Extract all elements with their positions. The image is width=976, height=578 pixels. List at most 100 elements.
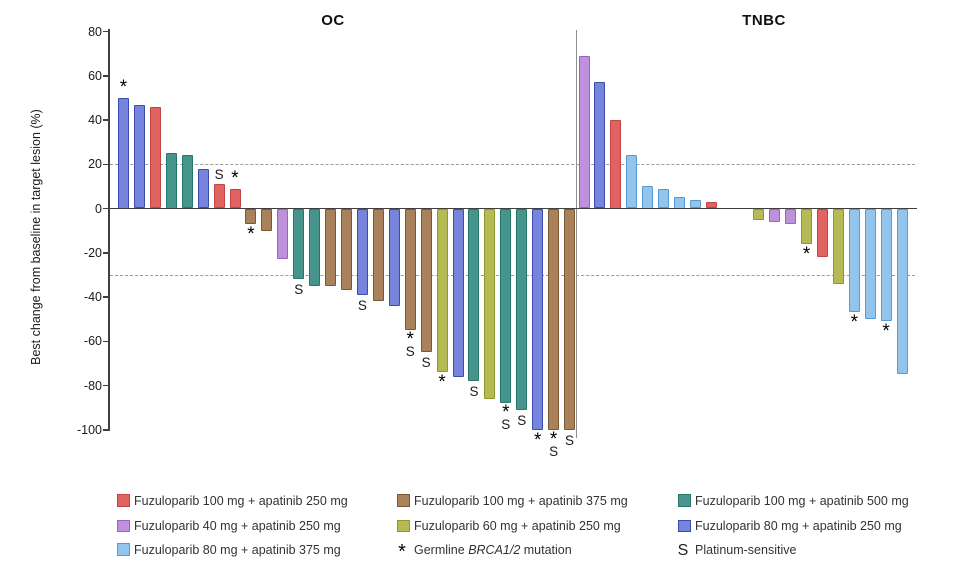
bar xyxy=(229,188,241,209)
bar xyxy=(516,208,528,410)
legend-swatch-fz60_ap250 xyxy=(397,519,410,532)
bar xyxy=(372,208,384,302)
bar xyxy=(118,97,129,209)
bar xyxy=(548,208,560,430)
platinum-marker: S xyxy=(517,412,527,428)
panel-title-tnbc: TNBC xyxy=(742,12,786,29)
platinum-marker: S xyxy=(565,432,575,448)
bar xyxy=(277,208,289,260)
bar xyxy=(452,208,464,377)
platinum-marker: S xyxy=(214,167,224,183)
bar xyxy=(181,155,193,209)
reference-line xyxy=(110,274,915,276)
bar xyxy=(610,120,622,209)
reference-line xyxy=(110,164,915,166)
legend-label-fz100_ap250: Fuzuloparib 100 mg + apatinib 250 mg xyxy=(134,493,348,508)
platinum-marker: S xyxy=(421,355,431,371)
legend-swatch-fz100_ap500 xyxy=(678,494,691,507)
brca-marker: * xyxy=(247,223,255,245)
bar xyxy=(532,208,544,430)
y-tick-mark xyxy=(102,119,109,121)
y-tick-mark xyxy=(102,296,109,298)
legend-label-fz100_ap375: Fuzuloparib 100 mg + apatinib 375 mg xyxy=(414,493,628,508)
bar xyxy=(197,168,209,209)
bar xyxy=(500,208,512,404)
y-tick-label: -80 xyxy=(83,378,102,393)
y-tick-label: -20 xyxy=(83,245,102,260)
legend-label-italic: BRCA1/2 xyxy=(468,542,521,557)
y-tick-mark xyxy=(102,429,109,431)
bar xyxy=(785,208,797,224)
bar xyxy=(309,208,321,286)
brca-marker: * xyxy=(231,167,239,189)
bar xyxy=(564,208,576,430)
brca-marker: * xyxy=(119,76,128,98)
bar xyxy=(149,106,161,209)
y-tick-mark xyxy=(102,384,109,387)
bar xyxy=(880,208,892,322)
legend-label-brca: Germline BRCA1/2 mutation xyxy=(414,542,572,557)
y-tick-mark xyxy=(102,163,109,165)
legend-swatch-fz100_ap250 xyxy=(117,494,130,507)
bar xyxy=(817,208,828,258)
brca-marker: * xyxy=(802,243,811,265)
y-tick-mark xyxy=(102,30,109,33)
zero-line xyxy=(110,207,917,210)
bar xyxy=(356,208,368,295)
bar xyxy=(832,208,844,284)
bar xyxy=(594,82,606,209)
bar xyxy=(165,153,177,209)
bar xyxy=(848,208,860,313)
legend-label-fz40_ap250: Fuzuloparib 40 mg + apatinib 250 mg xyxy=(134,519,341,533)
y-tick-mark xyxy=(102,340,109,342)
platinum-marker: S xyxy=(405,344,415,360)
bar xyxy=(261,208,273,231)
platinum-marker: S xyxy=(469,384,479,400)
bar xyxy=(420,208,432,353)
bar xyxy=(341,208,353,291)
bar xyxy=(658,188,669,209)
bar xyxy=(753,208,765,220)
y-tick-mark xyxy=(102,75,109,77)
brca-marker: * xyxy=(882,321,890,343)
y-tick-mark xyxy=(102,207,109,210)
y-tick-label: -100 xyxy=(76,422,102,437)
bar xyxy=(801,208,813,244)
panel-separator xyxy=(575,30,577,438)
brca-marker: * xyxy=(533,429,542,451)
y-tick-label: 40 xyxy=(88,113,102,127)
bar xyxy=(245,208,257,224)
legend-swatch-fz80_ap375 xyxy=(117,543,130,556)
y-tick-label: 60 xyxy=(88,68,102,83)
bar xyxy=(626,155,638,209)
platinum-marker: S xyxy=(501,417,511,433)
platinum-marker: S xyxy=(549,443,559,459)
y-tick-label: -40 xyxy=(83,290,102,304)
bar xyxy=(468,208,480,382)
y-tick-label: 20 xyxy=(88,157,102,172)
bar xyxy=(484,208,496,399)
y-tick-label: 80 xyxy=(88,24,102,39)
bar xyxy=(436,208,448,373)
legend-label-platinum: Platinum-sensitive xyxy=(695,542,797,557)
platinum-marker: S xyxy=(294,282,304,298)
y-tick-mark xyxy=(102,252,109,254)
bar xyxy=(133,104,145,209)
legend-label-fz80_ap250: Fuzuloparib 80 mg + apatinib 250 mg xyxy=(695,519,902,533)
bar xyxy=(293,208,305,280)
platinum-marker: S xyxy=(357,297,367,313)
legend-label-fz60_ap250: Fuzuloparib 60 mg + apatinib 250 mg xyxy=(414,519,621,533)
brca-marker: * xyxy=(502,402,510,424)
legend-symbol-platinum: S xyxy=(677,542,689,559)
bar xyxy=(388,208,400,306)
bar xyxy=(642,186,654,209)
legend-symbol-brca: * xyxy=(398,541,406,563)
panel-title-oc: OC xyxy=(321,12,345,29)
brca-marker: * xyxy=(850,312,858,334)
legend-swatch-fz100_ap375 xyxy=(397,494,410,507)
bar xyxy=(896,208,908,375)
brca-marker: * xyxy=(406,329,414,351)
brca-marker: * xyxy=(549,428,558,450)
y-axis-label: Best change from baseline in target lesi… xyxy=(29,109,43,365)
